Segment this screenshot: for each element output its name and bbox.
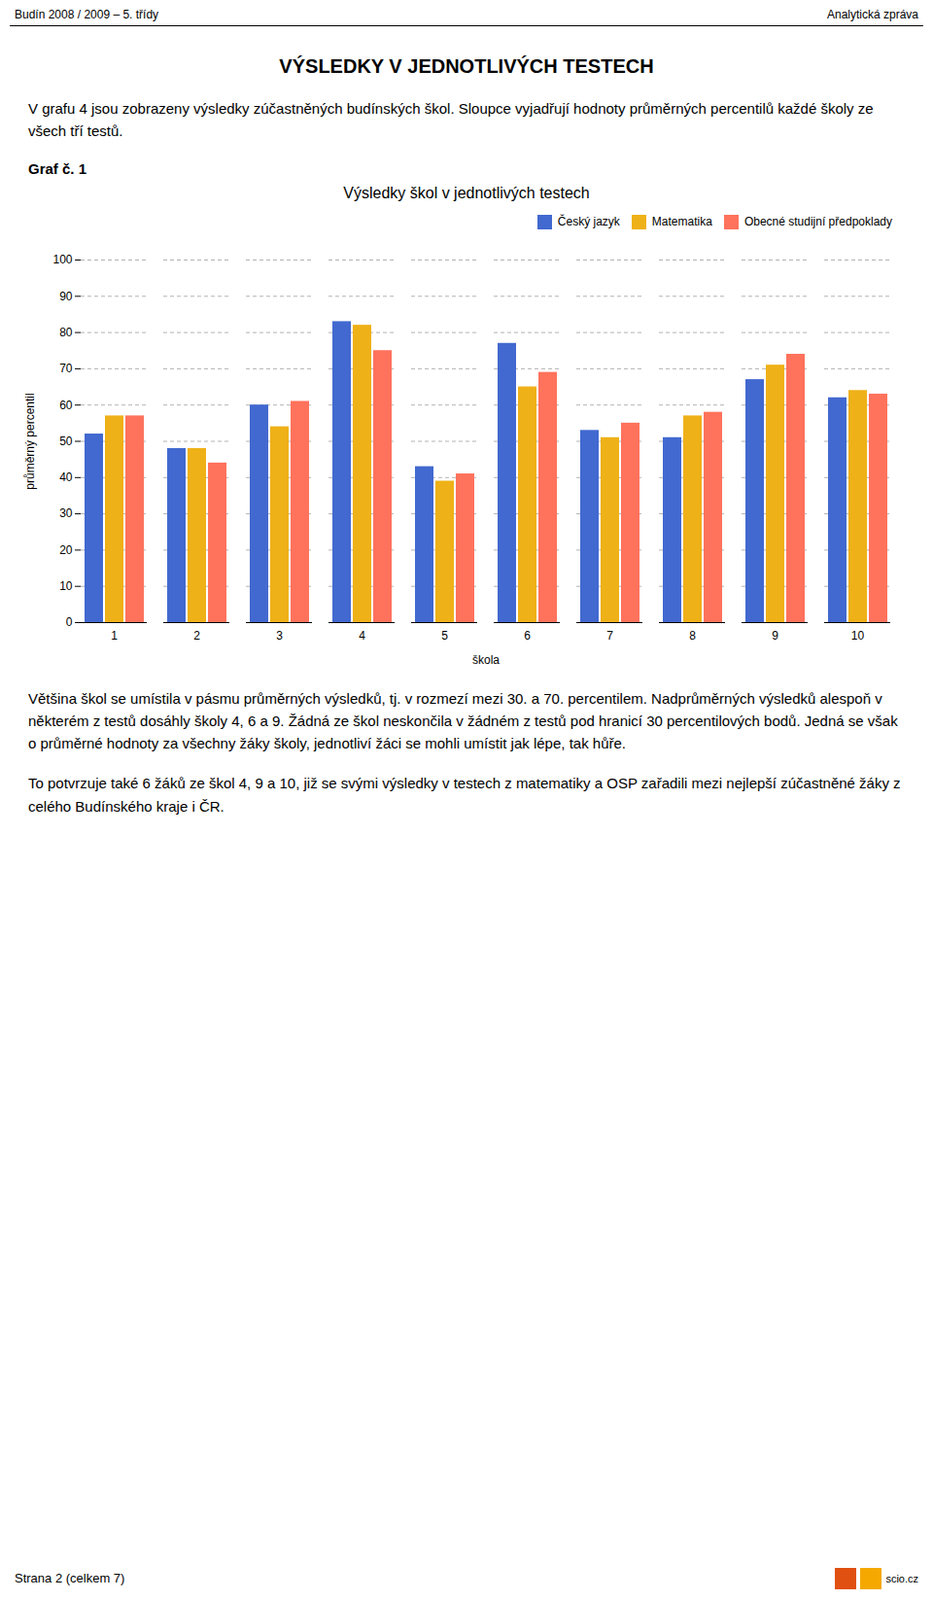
svg-text:8: 8 bbox=[689, 628, 696, 643]
svg-text:průměrný percentil: průměrný percentil bbox=[23, 392, 37, 489]
svg-text:30: 30 bbox=[59, 506, 73, 520]
svg-text:6: 6 bbox=[523, 628, 531, 643]
svg-text:4: 4 bbox=[358, 628, 366, 643]
svg-text:70: 70 bbox=[59, 361, 73, 376]
svg-text:0: 0 bbox=[66, 615, 73, 629]
svg-text:60: 60 bbox=[59, 397, 73, 412]
svg-text:100: 100 bbox=[52, 252, 72, 267]
html-text:Matematika: Matematika bbox=[652, 214, 713, 229]
svg-text:2: 2 bbox=[193, 628, 201, 643]
html-text:Graf č. 1: Graf č. 1 bbox=[28, 159, 87, 177]
svg-text:10: 10 bbox=[59, 579, 73, 593]
svg-text:1: 1 bbox=[110, 628, 118, 643]
html-text:Analytická zpráva: Analytická zpráva bbox=[827, 7, 919, 22]
svg-text:10: 10 bbox=[851, 628, 865, 643]
html-text:Obecné studijní předpoklady: Obecné studijní předpoklady bbox=[744, 214, 893, 229]
html-text:scio.cz: scio.cz bbox=[885, 1572, 919, 1584]
html-text:V grafu 4 jsou zobrazeny výsle: V grafu 4 jsou zobrazeny výsledky zúčast… bbox=[28, 100, 874, 140]
html-text:Strana 2 (celkem 7): Strana 2 (celkem 7) bbox=[14, 1570, 125, 1586]
html-text:Budín 2008 / 2009 – 5. třídy: Budín 2008 / 2009 – 5. třídy bbox=[14, 7, 159, 22]
svg-text:20: 20 bbox=[59, 542, 73, 556]
svg-text:škola: škola bbox=[472, 652, 500, 666]
svg-text:9: 9 bbox=[771, 628, 779, 643]
html-text:Většina škol se umístila v pás: Většina škol se umístila v pásmu průměrn… bbox=[28, 689, 898, 752]
html-text:To potvrzuje také 6 žáků ze šk: To potvrzuje také 6 žáků ze škol 4, 9 a … bbox=[28, 774, 901, 814]
html-text:Český jazyk: Český jazyk bbox=[557, 214, 620, 229]
html-text:Výsledky škol v jednotlivých t: Výsledky škol v jednotlivých testech bbox=[343, 184, 590, 201]
svg-text:90: 90 bbox=[59, 288, 73, 303]
svg-text:50: 50 bbox=[59, 433, 73, 448]
svg-text:3: 3 bbox=[276, 628, 283, 643]
svg-text:7: 7 bbox=[606, 628, 614, 643]
svg-text:80: 80 bbox=[59, 324, 73, 339]
svg-text:5: 5 bbox=[441, 628, 449, 643]
html-text:VÝSLEDKY V JEDNOTLIVÝCH TESTEC: VÝSLEDKY V JEDNOTLIVÝCH TESTECH bbox=[279, 55, 654, 77]
svg-text:40: 40 bbox=[59, 470, 73, 484]
